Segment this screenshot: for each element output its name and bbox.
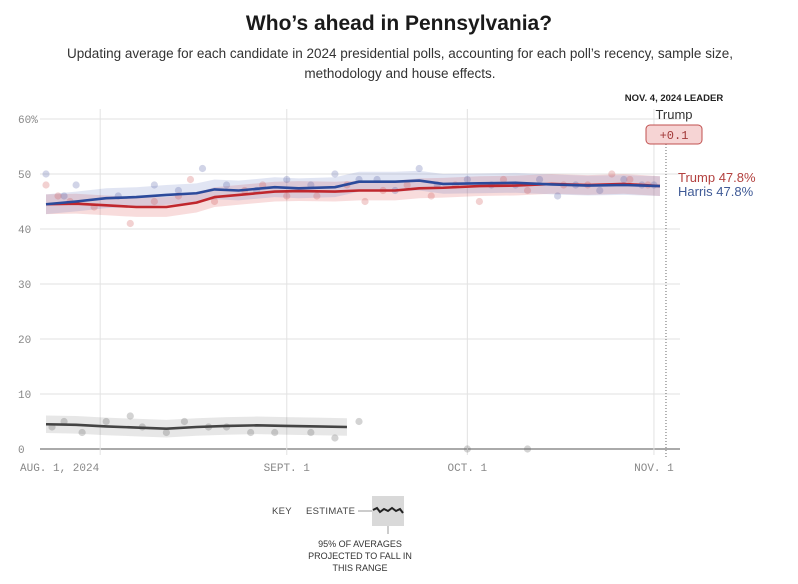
poll-point-harris	[554, 192, 562, 200]
y-tick-label: 60%	[18, 115, 38, 127]
grid	[40, 109, 680, 455]
poll-point-other	[271, 428, 279, 437]
poll-point-harris	[60, 192, 68, 200]
y-tick-label: 0	[18, 445, 25, 457]
poll-point-harris	[72, 181, 80, 189]
harris-end-label: Harris 47.8%	[678, 184, 754, 199]
poll-point-trump	[313, 192, 321, 200]
poll-point-harris	[415, 164, 423, 173]
poll-point-other	[463, 445, 471, 453]
poll-point-harris	[463, 175, 471, 184]
y-tick-label: 50	[18, 170, 31, 182]
poll-point-harris	[150, 181, 158, 189]
poll-point-trump	[475, 197, 483, 206]
poll-point-harris	[535, 175, 544, 184]
poll-point-trump	[186, 175, 195, 184]
poll-point-other	[355, 417, 363, 426]
poll-point-harris	[620, 175, 628, 184]
leader-margin: +0.1	[660, 129, 689, 143]
leader-margin-badge	[645, 124, 703, 145]
poll-point-harris	[331, 170, 339, 178]
x-tick-label: AUG. 1, 2024	[20, 463, 100, 475]
trump-end-label: Trump 47.8%	[678, 170, 756, 185]
poll-point-trump	[499, 175, 508, 184]
poll-point-harris	[42, 170, 50, 178]
poll-point-trump	[608, 170, 616, 178]
poll-point-trump	[42, 181, 50, 189]
poll-point-trump	[126, 219, 134, 228]
poll-point-other	[180, 417, 189, 426]
chart-subtitle: Updating average for each candidate in 2…	[67, 46, 733, 81]
poll-point-trump	[523, 186, 532, 195]
poll-point-other	[307, 428, 315, 437]
poll-point-harris	[222, 181, 231, 189]
poll-point-trump	[361, 197, 369, 206]
key-estimate-line	[372, 506, 404, 514]
poll-point-trump	[150, 197, 158, 206]
axis-labels: 0 10 20 30 40 50 60% AUG. 1, 2024 SEPT. 1 OCT. 1 N…	[18, 115, 674, 475]
poll-point-other	[162, 428, 170, 437]
poll-point-other	[523, 445, 532, 453]
y-tick-label: 20	[18, 335, 31, 347]
average-lines	[45, 179, 661, 430]
y-tick-label: 30	[18, 280, 31, 292]
poll-point-harris	[198, 164, 207, 173]
poll-point-other	[331, 434, 339, 442]
poll-point-trump	[283, 192, 291, 200]
poll-point-harris	[283, 175, 291, 184]
poll-point-trump	[626, 175, 634, 184]
poll-point-other	[102, 417, 110, 426]
y-tick-label: 10	[18, 390, 31, 402]
chart-title: Who’s ahead in Pennsylvania?	[245, 12, 553, 35]
key-estimate-label: ESTIMATE	[306, 506, 356, 517]
x-tick-label: SEPT. 1	[264, 463, 311, 475]
leader-heading: NOV. 4, 2024 LEADER	[625, 93, 724, 104]
key-range-note: 95% OF AVERAGES PROJECTED TO FALL IN THI…	[308, 539, 412, 573]
poll-point-harris	[174, 186, 183, 195]
x-tick-label: OCT. 1	[448, 463, 488, 475]
line-other	[45, 422, 347, 430]
poll-point-other	[126, 412, 134, 420]
x-tick-label: NOV. 1	[634, 463, 674, 475]
poll-point-trump	[259, 181, 267, 189]
poll-point-trump	[403, 181, 411, 189]
poll-point-other	[78, 428, 86, 437]
key-label: KEY	[272, 506, 292, 517]
y-tick-label: 40	[18, 225, 31, 237]
band-harris	[46, 170, 660, 215]
poll-point-other	[247, 428, 255, 437]
confidence-bands	[46, 170, 660, 438]
leader-name: Trump	[655, 107, 692, 122]
poll-point-trump	[54, 192, 62, 200]
poll-point-trump	[210, 197, 219, 206]
poll-point-trump	[427, 192, 435, 200]
line-harris	[45, 179, 661, 206]
poll-point-harris	[596, 186, 604, 195]
key-graphic	[358, 496, 404, 534]
